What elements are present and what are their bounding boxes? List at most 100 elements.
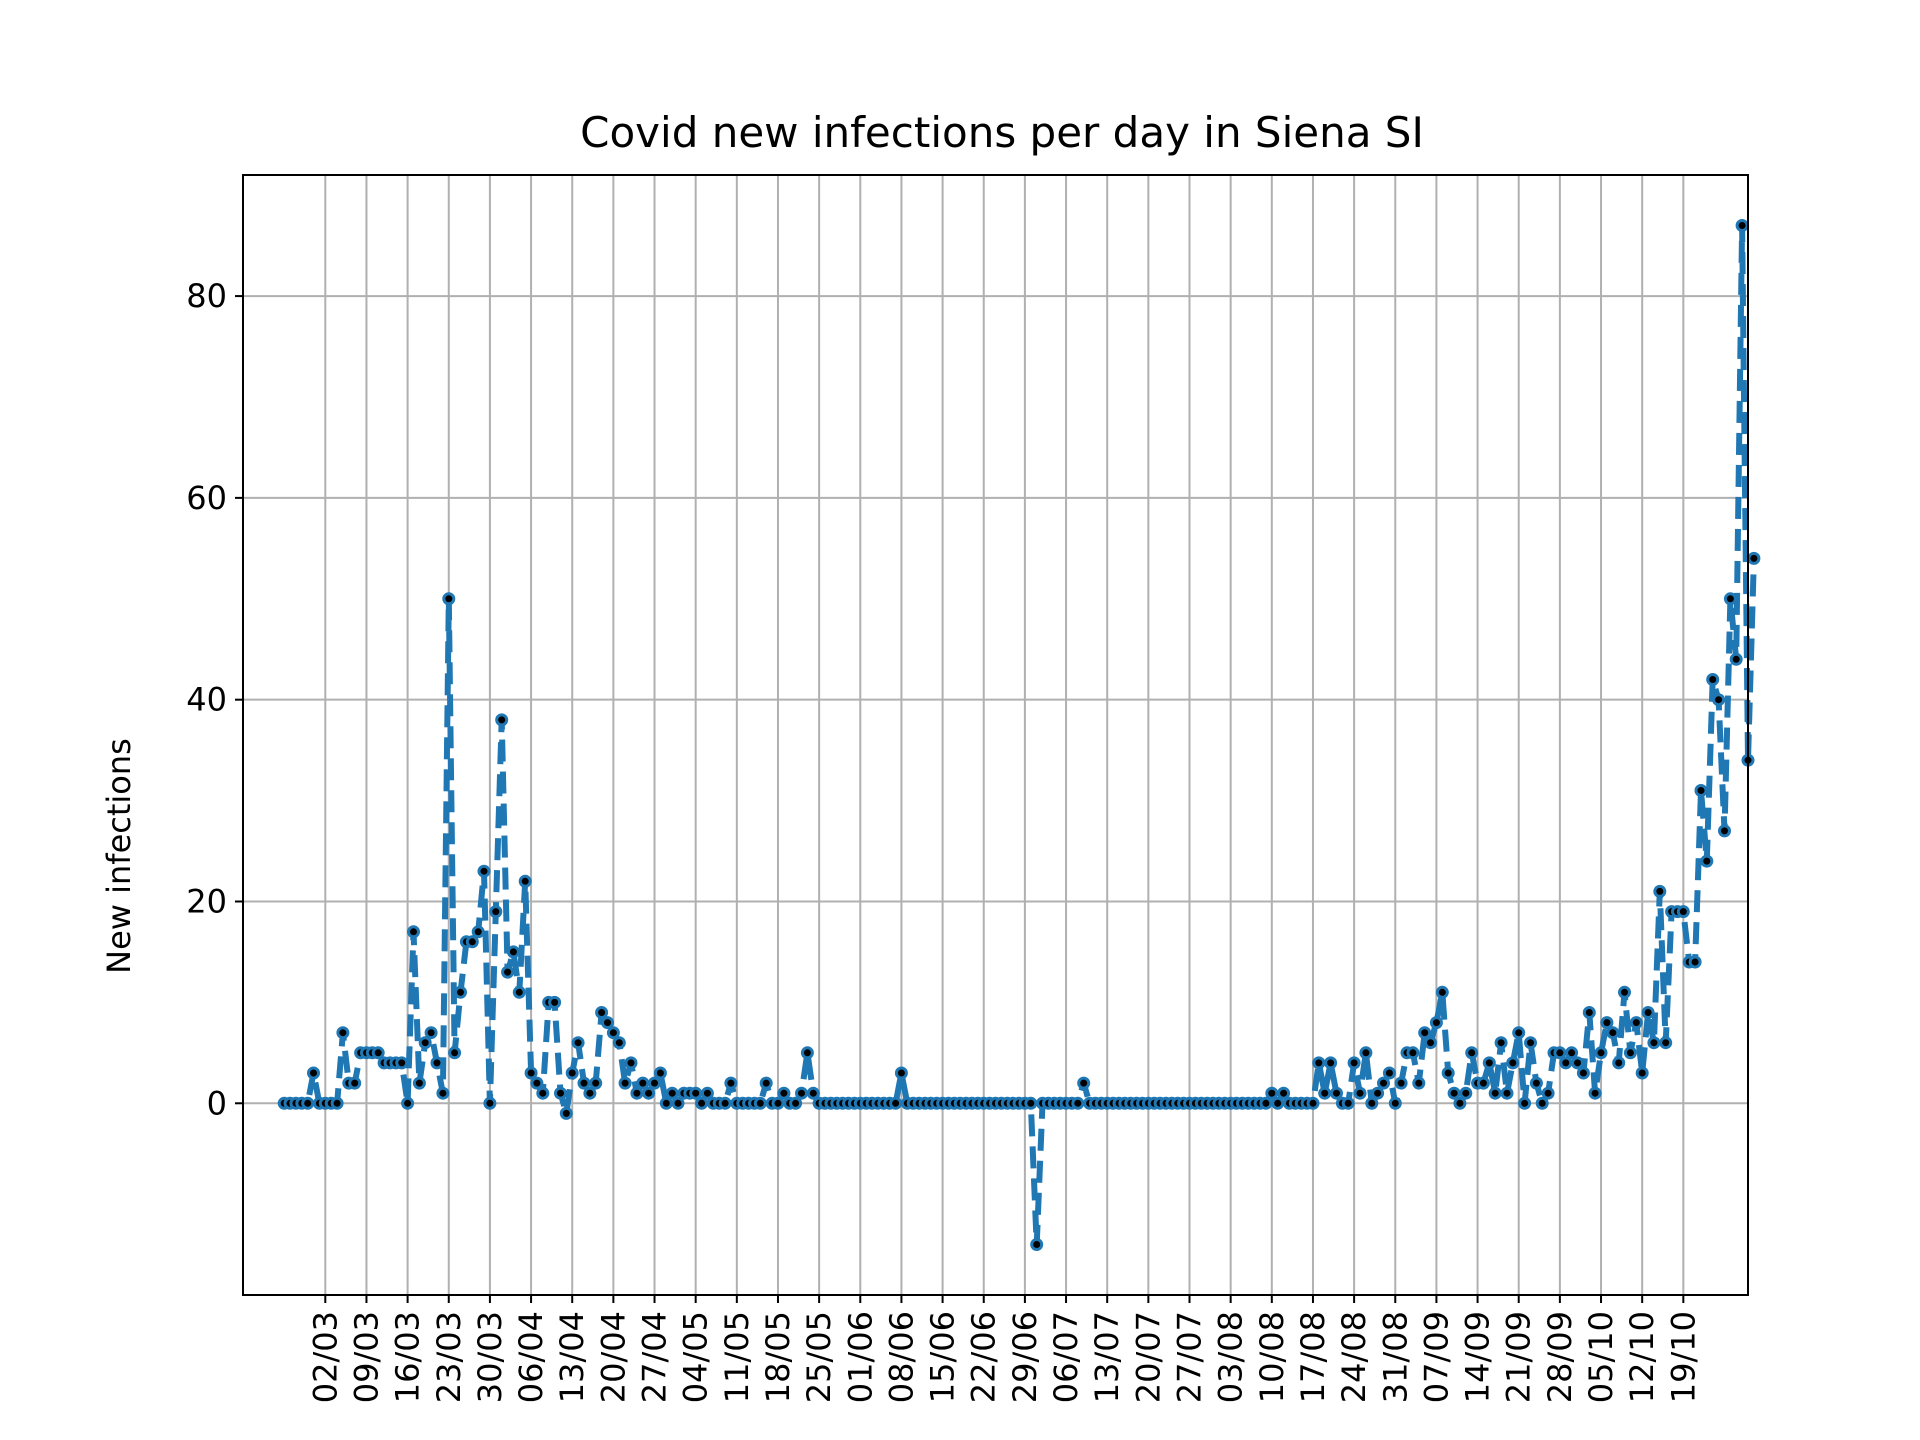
data-point xyxy=(1465,1046,1479,1060)
data-point xyxy=(442,592,456,606)
x-tick-label: 09/03 xyxy=(347,1311,385,1403)
data-point xyxy=(536,1086,550,1100)
data-point xyxy=(648,1076,661,1090)
data-point xyxy=(1541,1086,1555,1100)
data-point xyxy=(1535,1096,1549,1110)
plot-frame xyxy=(242,174,1749,1296)
x-tick-label: 20/04 xyxy=(594,1311,632,1403)
data-point xyxy=(1576,1066,1590,1080)
data-point xyxy=(1653,884,1667,898)
x-tick-label: 19/10 xyxy=(1664,1311,1702,1403)
data-point xyxy=(894,1066,908,1080)
data-point xyxy=(1424,1036,1437,1050)
x-tick-label: 06/07 xyxy=(1047,1311,1085,1403)
x-tick-label: 05/10 xyxy=(1582,1311,1620,1403)
data-point xyxy=(424,1026,438,1040)
data-point xyxy=(1747,551,1761,565)
x-tick-label: 17/08 xyxy=(1294,1311,1332,1403)
y-axis-label: New infections xyxy=(100,738,138,974)
data-point xyxy=(1388,1096,1402,1110)
data-point xyxy=(1353,1086,1367,1100)
x-tick-label: 20/07 xyxy=(1129,1311,1167,1403)
data-point xyxy=(483,1096,497,1110)
x-tick-label: 23/03 xyxy=(430,1311,468,1403)
data-point xyxy=(412,1076,426,1090)
data-point xyxy=(1406,1046,1420,1060)
chart-title: Covid new infections per day in Siena SI xyxy=(580,108,1424,157)
data-point xyxy=(1265,1086,1279,1100)
x-tick-label: 25/05 xyxy=(800,1311,838,1403)
x-tick-label: 11/05 xyxy=(718,1311,756,1403)
data-point xyxy=(371,1046,385,1060)
data-point xyxy=(1500,1086,1514,1100)
data-point xyxy=(612,1036,626,1050)
x-tick-label: 29/06 xyxy=(1006,1311,1044,1403)
data-point xyxy=(595,1006,609,1019)
x-tick-label: 27/04 xyxy=(636,1311,674,1403)
data-point xyxy=(1718,824,1731,838)
data-point xyxy=(700,1086,714,1100)
data-point xyxy=(1429,1016,1443,1030)
data-point xyxy=(477,864,491,878)
data-point xyxy=(1030,1238,1044,1251)
data-point xyxy=(789,1096,803,1110)
data-point xyxy=(1435,985,1449,999)
data-point xyxy=(771,1096,785,1110)
data-point xyxy=(530,1076,544,1090)
data-point xyxy=(336,1026,350,1040)
data-point xyxy=(1312,1056,1326,1070)
data-point xyxy=(436,1086,450,1100)
data-point xyxy=(1418,1026,1432,1040)
data-point xyxy=(1612,1056,1626,1070)
data-point xyxy=(1659,1036,1673,1050)
data-point xyxy=(1324,1056,1338,1070)
data-point xyxy=(559,1106,573,1120)
data-point xyxy=(800,1046,814,1060)
data-point xyxy=(1594,1046,1608,1060)
data-point xyxy=(506,945,520,959)
data-point xyxy=(395,1056,409,1070)
x-tick-label: 28/09 xyxy=(1541,1311,1579,1403)
data-point xyxy=(1600,1016,1614,1030)
series-line xyxy=(284,222,1757,1248)
y-tick-label: 0 xyxy=(207,1084,227,1122)
data-point xyxy=(577,1076,591,1090)
data-point xyxy=(1735,219,1749,232)
data-point xyxy=(465,935,479,949)
data-point xyxy=(1529,1076,1543,1090)
data-point xyxy=(777,1086,791,1100)
x-tick-label: 15/06 xyxy=(924,1311,962,1403)
data-point xyxy=(1318,1086,1332,1100)
x-tick-label: 12/10 xyxy=(1623,1311,1661,1403)
data-point xyxy=(1271,1096,1285,1110)
data-point xyxy=(1582,1006,1596,1019)
data-point xyxy=(1447,1086,1461,1100)
data-point xyxy=(1382,1066,1396,1080)
data-point xyxy=(1277,1086,1291,1100)
grid xyxy=(243,175,1748,1295)
data-point xyxy=(1347,1056,1361,1070)
data-point xyxy=(571,1036,585,1050)
data-point xyxy=(1518,1096,1532,1110)
data-point xyxy=(618,1076,632,1090)
data-point xyxy=(1306,1096,1320,1110)
data-point xyxy=(307,1066,320,1080)
data-point xyxy=(1506,1056,1520,1070)
y-tick-label: 40 xyxy=(186,681,227,719)
data-point xyxy=(1618,985,1631,999)
data-point xyxy=(1688,955,1702,969)
data-point xyxy=(718,1096,732,1110)
data-point xyxy=(1629,1016,1643,1030)
x-tick-label: 16/03 xyxy=(389,1311,427,1403)
data-point xyxy=(1694,784,1708,797)
data-point xyxy=(671,1096,685,1110)
data-point xyxy=(630,1086,644,1100)
data-point xyxy=(348,1076,362,1090)
data-point xyxy=(753,1096,767,1110)
data-point xyxy=(1494,1036,1508,1050)
data-point xyxy=(659,1096,673,1110)
x-tick-label: 03/08 xyxy=(1212,1311,1250,1403)
x-tick-label: 30/03 xyxy=(471,1311,509,1403)
x-tick-label: 04/05 xyxy=(677,1311,715,1403)
data-point xyxy=(1412,1076,1426,1090)
